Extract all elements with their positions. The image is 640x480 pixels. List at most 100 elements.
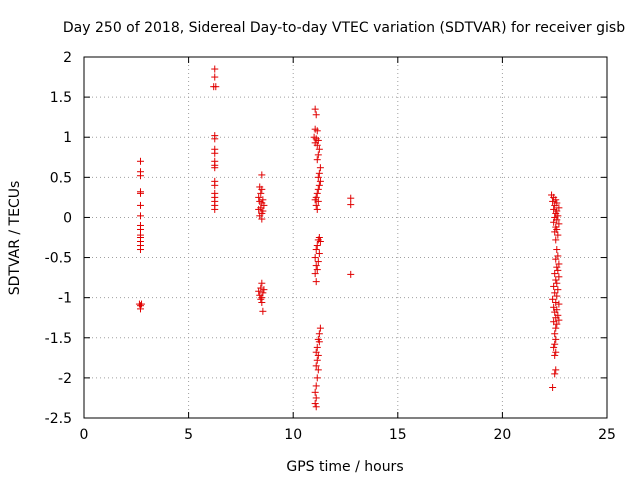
data-point (315, 250, 323, 258)
data-point (258, 171, 266, 179)
data-point (549, 295, 557, 303)
grid (84, 57, 607, 418)
y-tick-label: -1 (58, 291, 72, 307)
data-point (550, 218, 558, 226)
data-point (211, 149, 219, 157)
data-point (138, 300, 146, 308)
data-point (315, 181, 323, 189)
data-point (211, 181, 219, 189)
x-tick-label: 10 (284, 427, 302, 443)
data-point (211, 65, 219, 73)
data-point (314, 197, 322, 205)
chart-title: Day 250 of 2018, Sidereal Day-to-day VTE… (63, 20, 625, 36)
data-point (314, 366, 322, 374)
data-point (312, 403, 320, 411)
data-point (316, 177, 324, 185)
data-point (549, 384, 557, 392)
data-point (315, 338, 323, 346)
data-point (312, 362, 320, 370)
data-point (553, 263, 561, 271)
data-point (313, 266, 321, 274)
data-point (255, 205, 263, 213)
data-point (552, 366, 560, 374)
data-point (312, 111, 320, 119)
y-tick-label: -2 (58, 371, 72, 387)
data-point (555, 300, 563, 308)
y-tick-labels: 2 1.5 1 0.5 0 -0.5 -1 -1.5 -2 -2.5 (45, 50, 72, 427)
data-point (314, 173, 322, 181)
data-point (255, 193, 263, 201)
data-point (313, 242, 321, 250)
data-point (554, 286, 562, 294)
data-point (315, 145, 323, 153)
y-tick-label: 2 (63, 50, 72, 66)
data-point (551, 330, 559, 338)
data-point (259, 307, 267, 315)
data-point (314, 151, 322, 159)
data-point (551, 308, 559, 316)
data-point (258, 185, 266, 193)
data-point (312, 262, 320, 270)
data-point (552, 348, 560, 356)
data-point (211, 73, 219, 81)
x-axis-label: GPS time / hours (286, 459, 403, 475)
data-point (552, 335, 560, 343)
x-tick-label: 25 (598, 427, 616, 443)
data-point (551, 201, 559, 209)
data-point (311, 105, 319, 113)
data-point (553, 320, 561, 328)
data-point (312, 394, 320, 402)
data-point (315, 330, 323, 338)
data-point (550, 282, 558, 290)
data-point (551, 370, 559, 378)
data-point (313, 141, 321, 149)
data-point (258, 298, 266, 306)
y-tick-label: 0.5 (50, 170, 72, 186)
data-point (347, 270, 355, 278)
data-point (136, 172, 144, 180)
y-tick-label: 1 (63, 130, 72, 146)
data-point (347, 201, 355, 209)
data-point (554, 212, 562, 220)
data-point (136, 246, 144, 254)
data-point (258, 279, 266, 287)
data-point (136, 157, 144, 165)
data-point (311, 196, 319, 204)
y-tick-label: -2.5 (45, 411, 72, 427)
y-axis-label: SDTVAR / TECUs (7, 181, 23, 296)
data-point (257, 295, 265, 303)
data-point (259, 196, 267, 204)
data-point (552, 298, 560, 306)
data-point (316, 324, 324, 332)
data-point (312, 201, 320, 209)
data-point (136, 189, 144, 197)
data-point (551, 340, 559, 348)
data-point (136, 201, 144, 209)
data-point (312, 278, 320, 286)
data-point (555, 316, 563, 324)
data-point (553, 279, 561, 287)
data-point (312, 382, 320, 390)
data-point (550, 205, 558, 213)
data-point (314, 351, 322, 359)
data-point (312, 246, 320, 254)
data-point (552, 324, 560, 332)
x-tick-label: 5 (184, 427, 193, 443)
data-point (211, 135, 219, 143)
data-point (311, 400, 319, 408)
data-point (211, 205, 219, 213)
data-point (313, 356, 321, 364)
data-point (257, 189, 265, 197)
x-tick-label: 0 (80, 427, 89, 443)
data-point (313, 156, 321, 164)
data-point (551, 270, 559, 278)
data-point (316, 164, 324, 172)
data-point (136, 305, 144, 313)
x-tick-label: 20 (493, 427, 511, 443)
data-point (260, 286, 268, 294)
y-tick-label: -1.5 (45, 331, 72, 347)
data-point (554, 266, 562, 274)
data-point (313, 343, 321, 351)
data-point (553, 292, 561, 300)
data-point (311, 388, 319, 396)
